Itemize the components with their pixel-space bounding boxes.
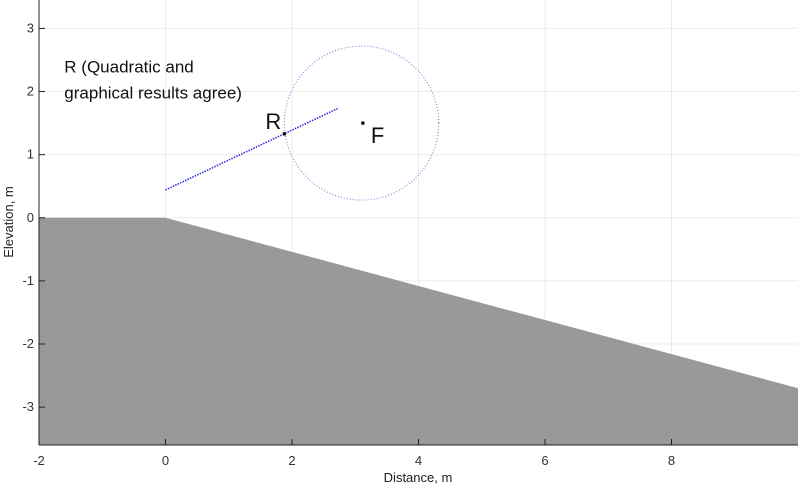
point-f-marker bbox=[361, 121, 365, 125]
x-tick-label-1: 0 bbox=[162, 453, 169, 468]
terrain-area bbox=[39, 217, 798, 445]
annotation-line-2: graphical results agree) bbox=[64, 84, 242, 103]
y-tick-label-4: -1 bbox=[22, 273, 34, 288]
y-axis-label: Elevation, m bbox=[1, 186, 16, 258]
y-tick-label-0: 3 bbox=[27, 20, 34, 35]
y-tick-label-2: 1 bbox=[27, 147, 34, 162]
point-r-label: R bbox=[265, 109, 281, 134]
y-tick-label-3: 0 bbox=[27, 210, 34, 225]
circle-outline bbox=[283, 45, 440, 201]
x-tick-label-5: 8 bbox=[668, 453, 675, 468]
ray-line bbox=[165, 107, 338, 191]
x-tick-label-4: 6 bbox=[541, 453, 548, 468]
point-f-label: F bbox=[371, 123, 384, 148]
point-r-marker bbox=[282, 132, 287, 136]
x-tick-label-0: -2 bbox=[33, 453, 45, 468]
y-tick-label-5: -2 bbox=[22, 336, 34, 351]
y-tick-label-1: 2 bbox=[27, 84, 34, 99]
annotation-line-1: R (Quadratic and bbox=[64, 58, 193, 77]
x-axis-label: Distance, m bbox=[384, 470, 453, 485]
x-tick-label-3: 4 bbox=[415, 453, 422, 468]
y-tick-label-6: -3 bbox=[22, 399, 34, 414]
x-tick-label-2: 2 bbox=[288, 453, 295, 468]
